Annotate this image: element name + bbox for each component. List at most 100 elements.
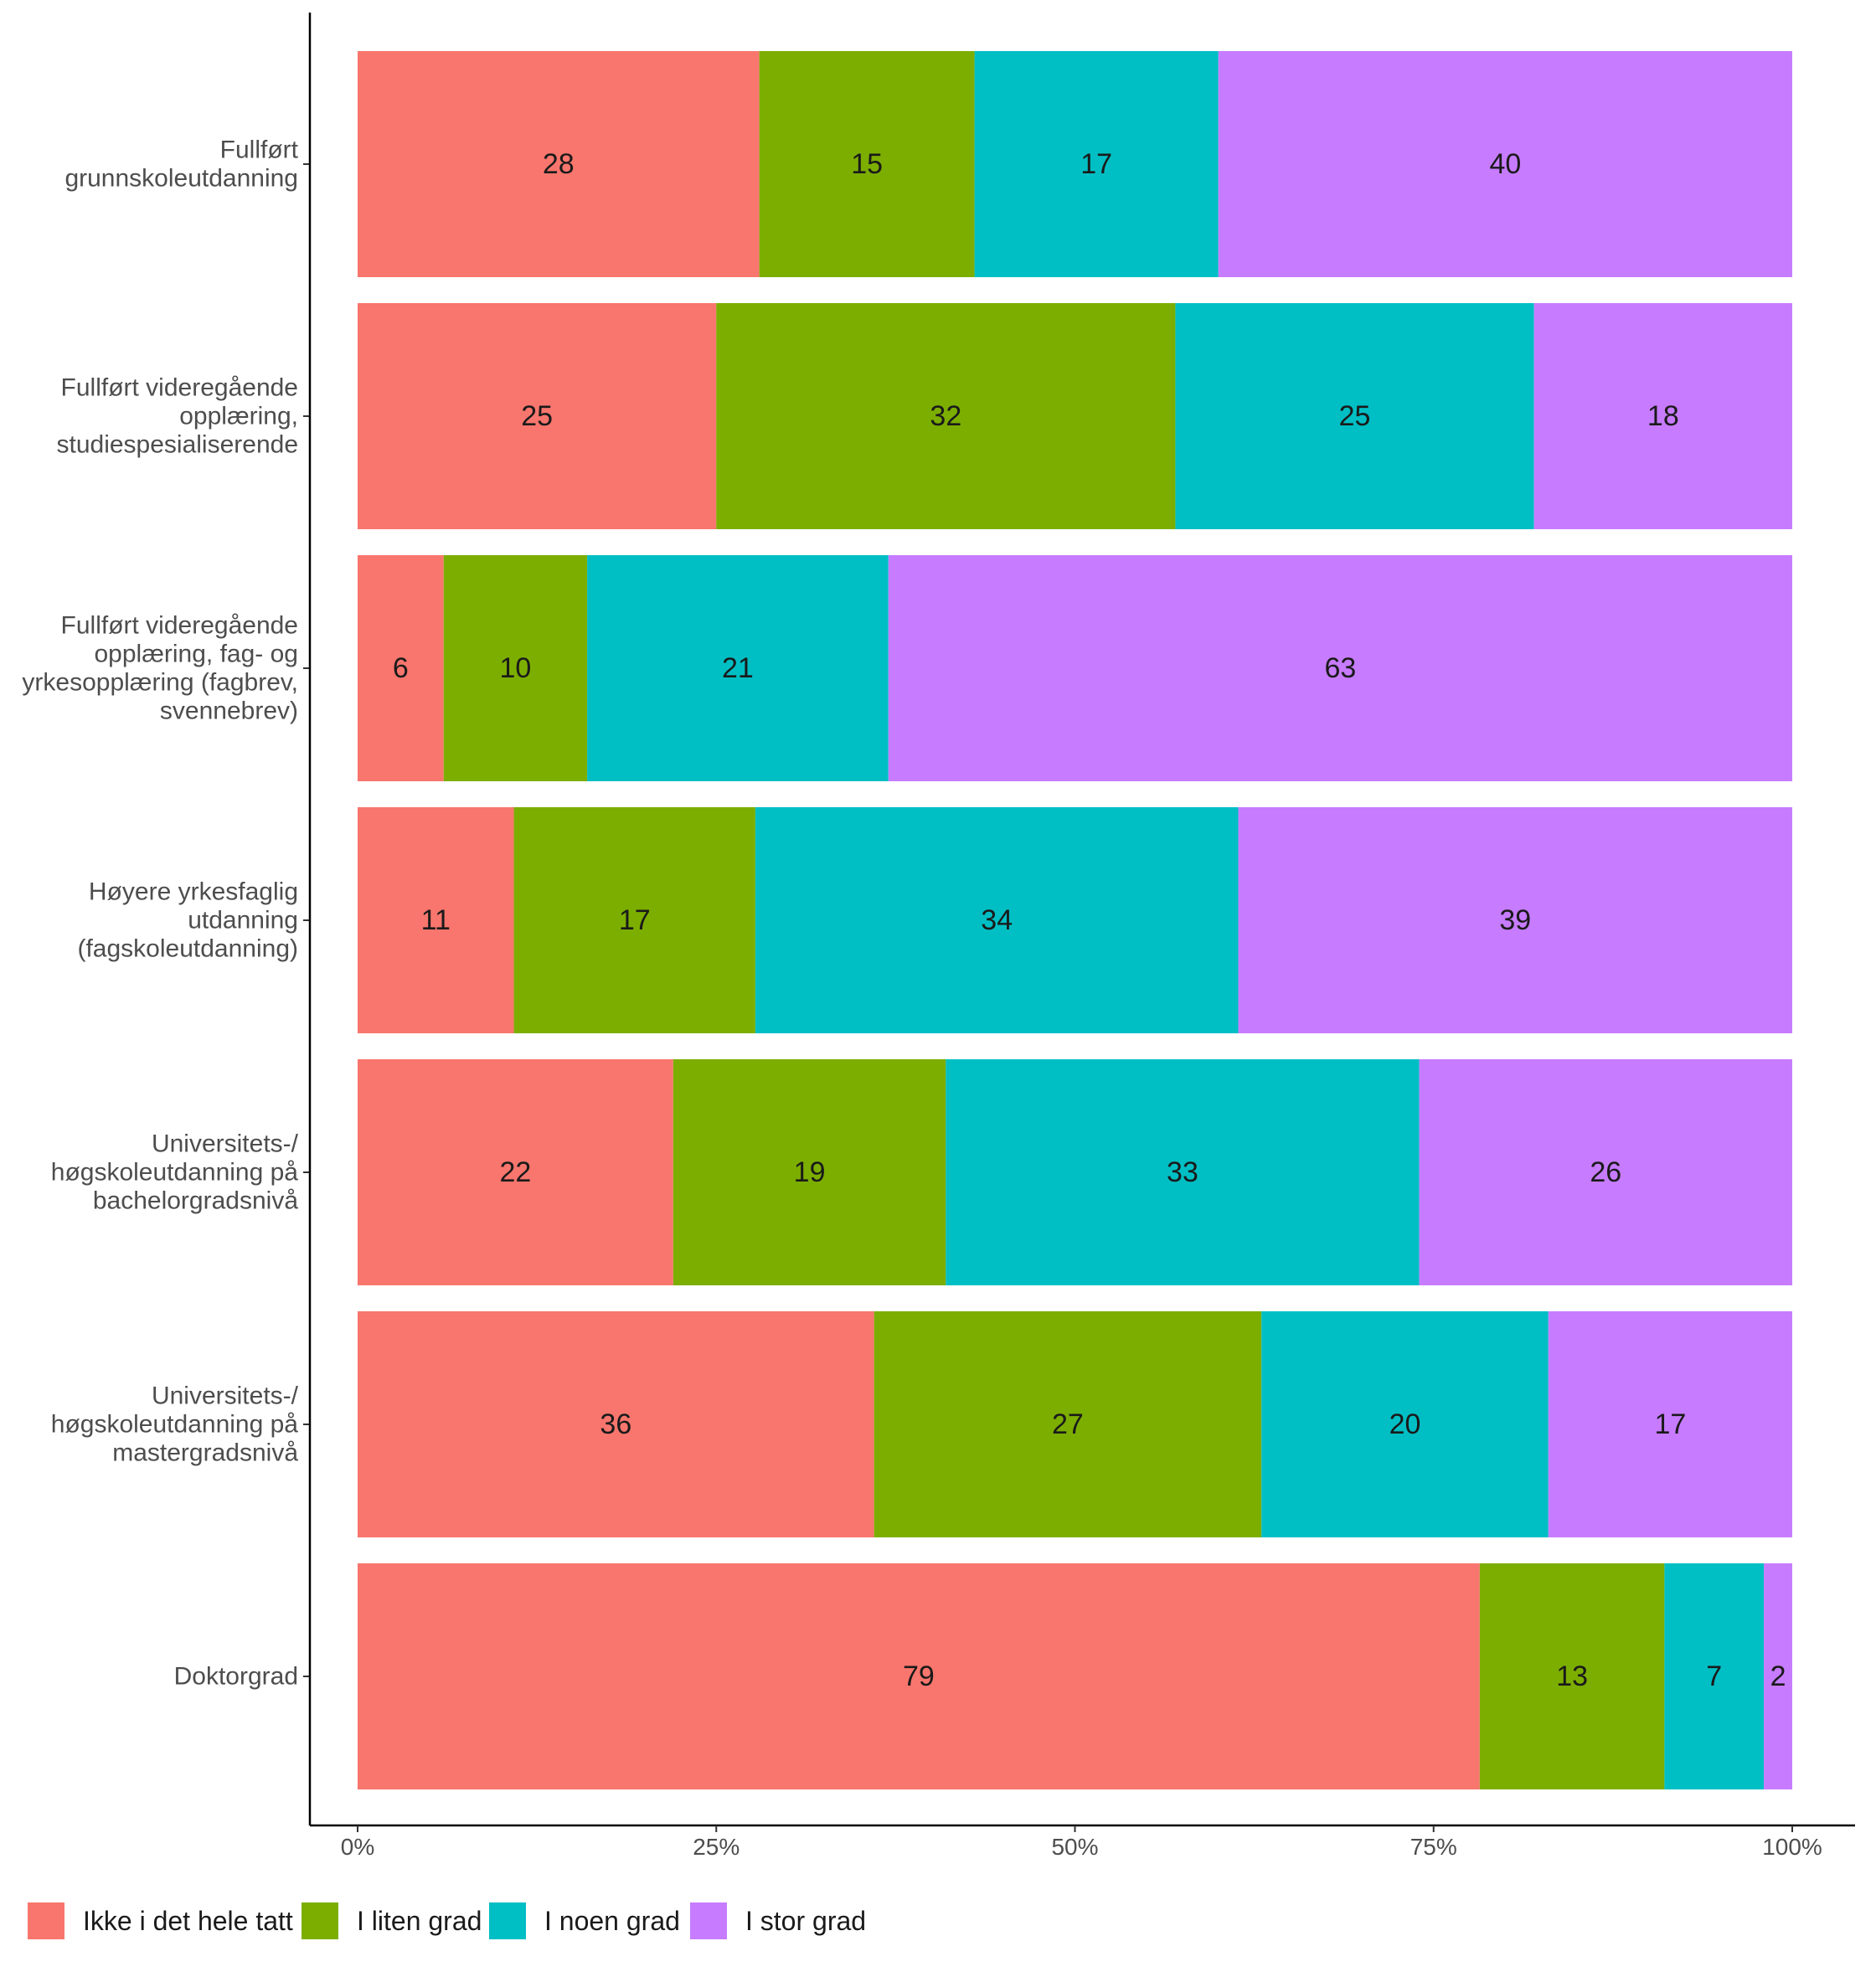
bar-segment-2-2: [587, 555, 889, 781]
category-label-line: studiespesialiserende: [56, 431, 298, 459]
bar-segment-1-2: [1175, 303, 1534, 529]
category-label-1: Fullført videregående opplæring, studiespe…: [56, 374, 298, 459]
legend-label-0: Ikke i det hele tatt: [83, 1906, 293, 1936]
data-label-6-0: 79: [903, 1660, 935, 1692]
x-tick-label-0: 0%: [341, 1834, 374, 1860]
bar-segment-0-1: [759, 51, 975, 277]
bar-segment-4-1: [673, 1059, 946, 1285]
category-label-6: Doktorgrad: [174, 1663, 298, 1691]
data-label-6-2: 7: [1706, 1660, 1722, 1692]
category-label-line: utdanning: [188, 907, 298, 934]
data-label-4-0: 22: [500, 1156, 532, 1188]
bar-segment-0-2: [974, 51, 1219, 277]
category-label-line: Fullført videregående: [61, 612, 298, 640]
category-label-line: høgskoleutdanning på: [51, 1411, 299, 1439]
bar-segment-6-2: [1664, 1563, 1765, 1789]
bar-segment-3-2: [755, 807, 1239, 1033]
category-label-line: Høyere yrkesfaglig: [89, 878, 298, 906]
category-label-line: Fullført: [220, 136, 299, 164]
legend-label-2: I noen grad: [544, 1906, 680, 1936]
category-label-0: Fullført grunnskoleutdanning: [64, 136, 298, 193]
data-label-0-1: 15: [851, 148, 883, 180]
data-label-0-0: 28: [543, 148, 575, 180]
data-label-4-1: 19: [794, 1156, 826, 1188]
category-label-line: høgskoleutdanning på: [51, 1159, 299, 1187]
category-label-5: Universitets-/høgskoleutdanning på master…: [51, 1382, 299, 1467]
bar-segment-3-3: [1238, 807, 1792, 1033]
data-label-6-1: 13: [1556, 1660, 1588, 1692]
bar-segment-0-0: [358, 51, 760, 277]
category-label-line: (fagskoleutdanning): [77, 935, 298, 963]
data-label-3-1: 17: [619, 904, 651, 936]
data-label-2-0: 6: [393, 652, 409, 684]
bar-segment-5-1: [874, 1311, 1262, 1537]
data-label-3-2: 34: [981, 904, 1013, 936]
data-label-5-1: 27: [1052, 1408, 1084, 1440]
y-axis: Fullført grunnskoleutdanning Fullført vide…: [22, 13, 312, 1825]
category-label-line: opplæring,: [179, 403, 298, 430]
x-tick-label-3: 75%: [1410, 1834, 1457, 1860]
data-label-0-3: 40: [1489, 148, 1521, 180]
category-label-line: Doktorgrad: [174, 1663, 298, 1691]
data-label-2-2: 21: [722, 652, 754, 684]
category-label-line: opplæring, fag- og: [95, 641, 299, 668]
data-label-5-2: 20: [1389, 1408, 1421, 1440]
bar-segment-2-1: [443, 555, 588, 781]
bar-segment-5-2: [1261, 1311, 1549, 1537]
category-label-line: Universitets-/: [152, 1130, 299, 1158]
bar-segment-6-0: [358, 1563, 1480, 1789]
data-label-5-0: 36: [600, 1408, 631, 1440]
data-label-1-1: 32: [930, 400, 961, 432]
legend-label-1: I liten grad: [357, 1906, 482, 1936]
bars-layer: [358, 51, 1792, 1789]
bar-segment-2-0: [358, 555, 444, 781]
category-label-line: Universitets-/: [152, 1382, 299, 1410]
bar-segment-4-0: [358, 1059, 673, 1285]
category-label-4: Universitets-/høgskoleutdanning på bachel…: [51, 1130, 299, 1215]
bar-segment-3-1: [513, 807, 755, 1033]
legend-key-0: [28, 1902, 64, 1939]
x-tick-label-2: 50%: [1051, 1834, 1098, 1860]
bar-segment-6-3: [1764, 1563, 1792, 1789]
data-label-0-2: 17: [1080, 148, 1112, 180]
legend-key-1: [302, 1902, 338, 1939]
category-label-line: svennebrev): [160, 698, 298, 725]
bar-segment-1-1: [716, 303, 1176, 529]
bar-segment-1-0: [358, 303, 717, 529]
data-label-4-2: 33: [1167, 1156, 1198, 1188]
data-label-1-0: 25: [521, 400, 553, 432]
data-label-3-3: 39: [1499, 904, 1531, 936]
x-tick-label-1: 25%: [693, 1834, 740, 1860]
x-tick-label-4: 100%: [1762, 1834, 1822, 1860]
category-label-line: yrkesopplæring (fagbrev,: [22, 669, 298, 697]
bar-segment-4-2: [946, 1059, 1420, 1285]
category-label-3: Høyere yrkesfaglig utdanning (fagskoleutda…: [77, 878, 298, 963]
data-label-6-3: 2: [1770, 1660, 1786, 1692]
category-label-2: Fullført videregående opplæring, fag- og y…: [22, 612, 298, 725]
data-label-3-0: 11: [421, 904, 451, 936]
category-label-line: bachelorgradsnivå: [93, 1187, 298, 1215]
category-label-line: mastergradsnivå: [112, 1439, 298, 1467]
bar-segment-3-0: [358, 807, 514, 1033]
data-label-2-3: 63: [1324, 652, 1356, 684]
bar-segment-0-3: [1218, 51, 1792, 277]
data-labels-layer: 28 15 17 40 25 32 25 18 6 10 21 63 11 17 34 39 22 19 33 26 3…: [393, 148, 1786, 1692]
legend-key-2: [489, 1902, 526, 1939]
bar-segment-4-3: [1419, 1059, 1792, 1285]
bar-segment-2-3: [888, 555, 1792, 781]
category-label-line: grunnskoleutdanning: [64, 165, 298, 193]
bar-segment-5-3: [1548, 1311, 1792, 1537]
legend: Ikke i det hele tatt I liten grad I noen g…: [28, 1902, 866, 1939]
category-label-line: Fullført videregående: [61, 374, 298, 402]
bar-segment-1-3: [1533, 303, 1792, 529]
data-label-4-3: 26: [1590, 1156, 1621, 1188]
x-axis: 0% 25% 50% 75% 100%: [310, 1824, 1855, 1860]
legend-key-3: [690, 1902, 727, 1939]
data-label-1-2: 25: [1339, 400, 1371, 432]
legend-label-3: I stor grad: [745, 1906, 866, 1936]
bar-segment-6-1: [1479, 1563, 1665, 1789]
bar-segment-5-0: [358, 1311, 874, 1537]
data-label-5-3: 17: [1654, 1408, 1686, 1440]
data-label-1-3: 18: [1647, 400, 1679, 432]
